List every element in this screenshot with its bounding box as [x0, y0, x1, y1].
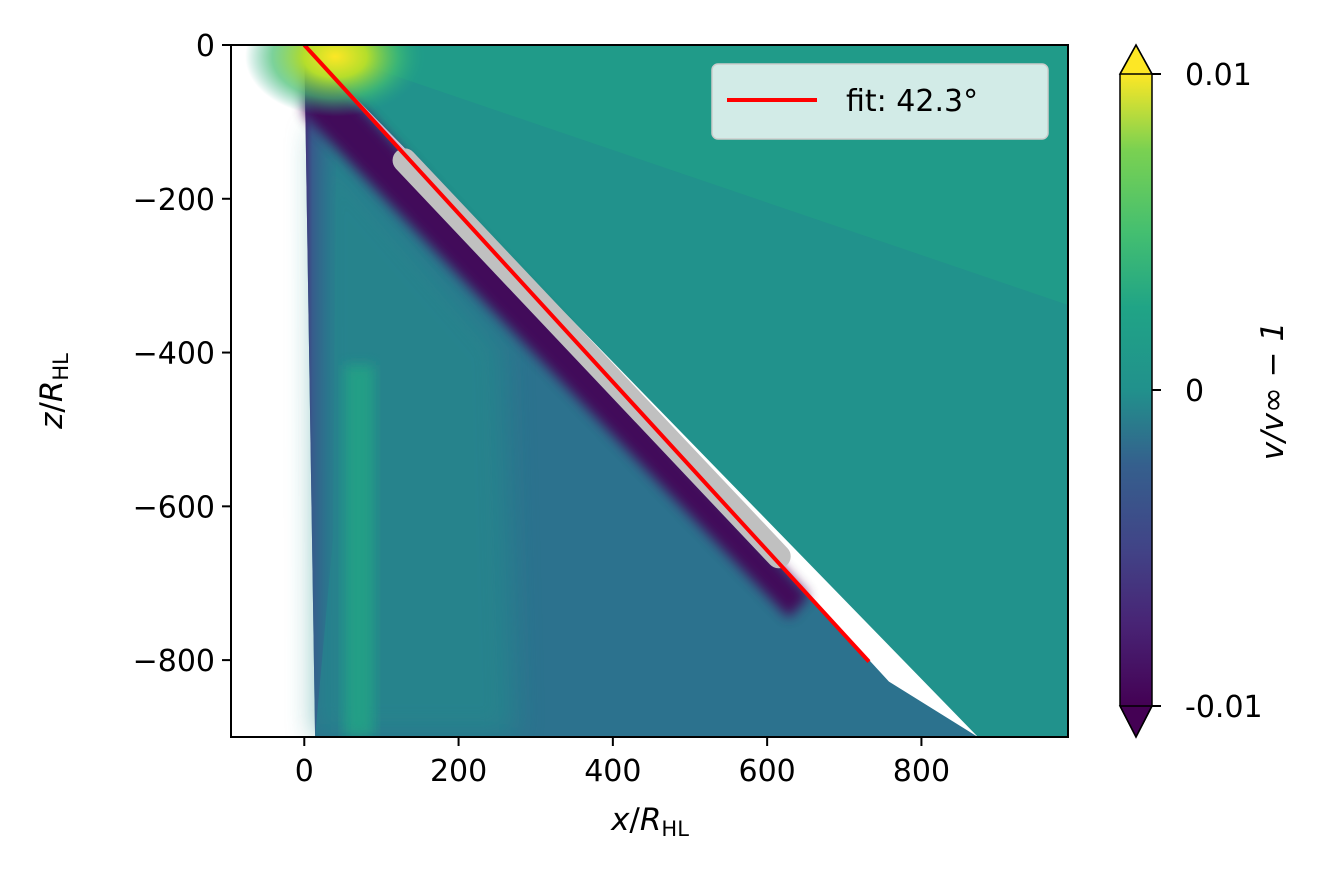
plot-frame	[230, 44, 1069, 738]
x-tick-label: 400	[584, 754, 641, 789]
colorbar: 0.01 0 -0.01 v/v∞ − 1	[1118, 43, 1291, 739]
stagnation-peak	[245, 45, 426, 117]
y-axis-label: z/RHL	[34, 353, 73, 430]
x-tick-label: 0	[295, 754, 314, 789]
y-tick-label: −800	[133, 644, 215, 679]
y-axis-ticks: 0 −200 −400 −600 −800	[133, 29, 231, 679]
wake-green-streak	[344, 365, 375, 737]
x-axis-label: x/RHL	[610, 802, 689, 841]
boundary-dark-edge	[304, 45, 337, 737]
fit-line	[302, 45, 871, 663]
y-tick-label: −200	[133, 183, 215, 218]
x-axis-ticks: 0 200 400 600 800	[295, 737, 950, 789]
empty-region	[231, 45, 316, 737]
x-tick-label: 800	[893, 754, 950, 789]
colorbar-label: v/v∞ − 1	[1255, 322, 1291, 460]
legend: fit: 42.3°	[711, 63, 1049, 140]
legend-label-fit: fit: 42.3°	[846, 84, 978, 119]
colorbar-extend-max	[1118, 43, 1154, 75]
colorbar-tick-label: -0.01	[1185, 690, 1263, 725]
y-tick-label: −600	[133, 490, 215, 525]
y-tick-label: −400	[133, 337, 215, 372]
x-tick-label: 600	[739, 754, 796, 789]
colorbar-tick-label: 0.01	[1185, 58, 1252, 93]
colorbar-extend-min	[1118, 705, 1154, 739]
legend-box	[711, 63, 1049, 140]
colorbar-tick-label: 0	[1185, 374, 1204, 409]
x-tick-label: 200	[430, 754, 487, 789]
y-tick-label: 0	[196, 29, 215, 64]
colorbar-gradient	[1120, 74, 1152, 706]
